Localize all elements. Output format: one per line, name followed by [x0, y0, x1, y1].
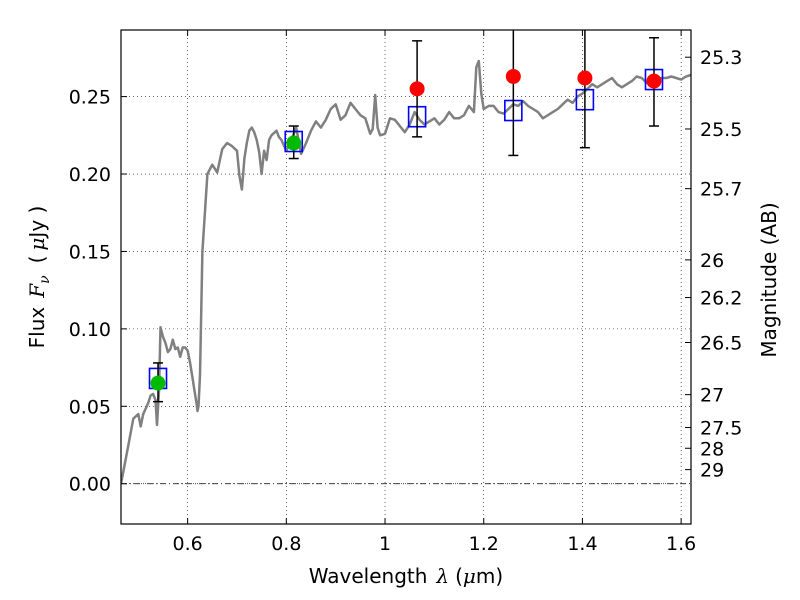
y2-tick-label: 29 [700, 460, 724, 482]
x-tick-label: 1 [379, 533, 391, 555]
y2-tick-label: 27.5 [700, 418, 742, 440]
y-tick-label: 0.10 [69, 319, 111, 341]
y-axis-unit-open: ( [25, 256, 49, 264]
plot-frame [120, 29, 692, 525]
y-tick-label: 0.05 [69, 396, 111, 418]
photometry-point [150, 375, 166, 391]
x-axis-unit-mu: μ [463, 564, 476, 588]
y-tick-label: 0.15 [69, 241, 111, 263]
y2-axis-title: Magnitude (AB) [757, 202, 781, 357]
data-marks [148, 30, 664, 403]
y-axis-unit-rest: Jy ) [25, 206, 49, 240]
x-tick-label: 0.8 [271, 533, 301, 555]
y2-tick-label: 28 [700, 438, 724, 460]
x-tick-label: 1.4 [567, 533, 597, 555]
y2-tick-label: 25.5 [700, 119, 742, 141]
x-axis-title-text: Wavelength [309, 564, 428, 588]
y-tick-label: 0.20 [69, 164, 111, 186]
x-axis-unit-open: ( [455, 564, 463, 588]
y-axis-symbol: F [25, 283, 49, 299]
y-axis-title: Flux Fν ( μJy ) [25, 206, 53, 349]
y-axis-unit-mu: μ [25, 238, 49, 251]
x-axis-title: Wavelength λ (μm) [309, 564, 503, 588]
photometry-point [286, 135, 302, 151]
photometry-point [409, 81, 425, 97]
photometry-point [646, 73, 662, 89]
y-tick-label: 0.00 [69, 474, 111, 496]
y2-tick-label: 27 [700, 385, 724, 407]
x-tick-label: 1.2 [469, 533, 499, 555]
y-tick-label: 0.25 [69, 87, 111, 109]
y2-tick-label: 26 [700, 250, 724, 272]
x-tick-label: 1.6 [666, 533, 696, 555]
grid [121, 30, 691, 524]
y2-tick-label: 25.3 [700, 47, 742, 69]
x-axis-symbol: λ [435, 564, 449, 588]
x-tick-label: 0.6 [173, 533, 203, 555]
y-axis-title-text: Flux [25, 307, 49, 349]
photometry-point [577, 70, 593, 86]
x-axis-unit-rest: m) [476, 564, 503, 588]
y2-tick-label: 26.2 [700, 288, 742, 310]
y-axis-subscript: ν [37, 275, 53, 284]
axis-ticks: 0.6 0.8 1 1.2 1.4 1.6 0.00 0.05 0.10 0.15 0.20 0.25… [69, 30, 742, 555]
model-spectrum-line [121, 59, 691, 484]
photometry-point [505, 68, 521, 84]
y2-tick-label: 26.5 [700, 333, 742, 355]
y2-tick-label: 25.7 [700, 179, 742, 201]
